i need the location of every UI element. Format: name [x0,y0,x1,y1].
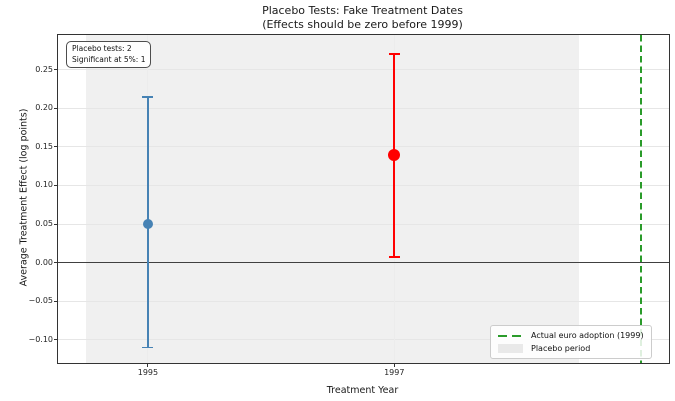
dashed-line-icon [498,334,523,337]
x-tick-label: 1997 [384,368,405,377]
y-gridline [58,339,669,341]
y-tick-label: −0.05 [28,296,53,306]
y-gridline [58,184,669,186]
y-tick-mark [54,300,58,302]
y-tick-mark [54,184,58,186]
x-tick-label: 1995 [137,368,159,377]
annotation-line-significant: Significant at 5%: 1 [72,54,146,64]
placebo-period-span [86,35,580,363]
y-tick-label: 0.15 [35,141,53,151]
y-gridline [58,146,669,148]
treatment-effect-point [142,218,154,230]
plot-area: 0.25 0.20 0.15 0.10 0.05 0.00 −0.05 −0.10 1995 19… [28,34,670,377]
zero-reference-line [58,261,669,264]
chart-title: Placebo Tests: Fake Treatment Dates [262,4,463,17]
y-tick-label: 0.00 [35,257,53,267]
y-tick-mark [54,339,58,341]
shaded-patch-icon [498,344,523,353]
x-tick-mark [147,363,149,367]
x-axis-label: Treatment Year [326,385,399,396]
legend-item-placebo-period: Placebo period [498,342,644,355]
y-gridline [58,223,669,225]
y-tick-label: 0.20 [35,103,53,113]
y-gridline [58,107,669,109]
legend-label-placebo-period: Placebo period [531,344,591,353]
legend-item-euro-adoption: Actual euro adoption (1999) [498,329,644,342]
y-tick-label: 0.10 [35,180,53,190]
y-gridline [58,69,669,71]
y-tick-label: 0.25 [35,64,53,74]
y-tick-mark [54,146,58,148]
y-gridline [58,300,669,302]
annotation-line-tests: Placebo tests: 2 [72,44,132,53]
y-tick-mark [54,262,58,264]
y-tick-label: −0.10 [28,334,53,344]
treatment-effect-point [388,148,401,161]
placebo-stats-annotation: Placebo tests: 2 Significant at 5%: 1 [66,41,152,68]
chart-subtitle: (Effects should be zero before 1999) [262,18,463,31]
x-tick-mark [393,363,395,367]
y-tick-mark [54,69,58,71]
y-tick-mark [54,223,58,225]
error-bar-cap-top [388,53,400,56]
error-bar-cap-top [142,95,154,98]
legend: Actual euro adoption (1999) Placebo peri… [490,325,652,359]
y-tick-mark [54,107,58,109]
euro-adoption-vline [639,35,642,363]
legend-label-euro-adoption: Actual euro adoption (1999) [531,331,644,340]
error-bar-cap-bottom [388,256,400,259]
error-bar-cap-bottom [142,346,154,349]
y-tick-label: 0.05 [35,219,53,229]
